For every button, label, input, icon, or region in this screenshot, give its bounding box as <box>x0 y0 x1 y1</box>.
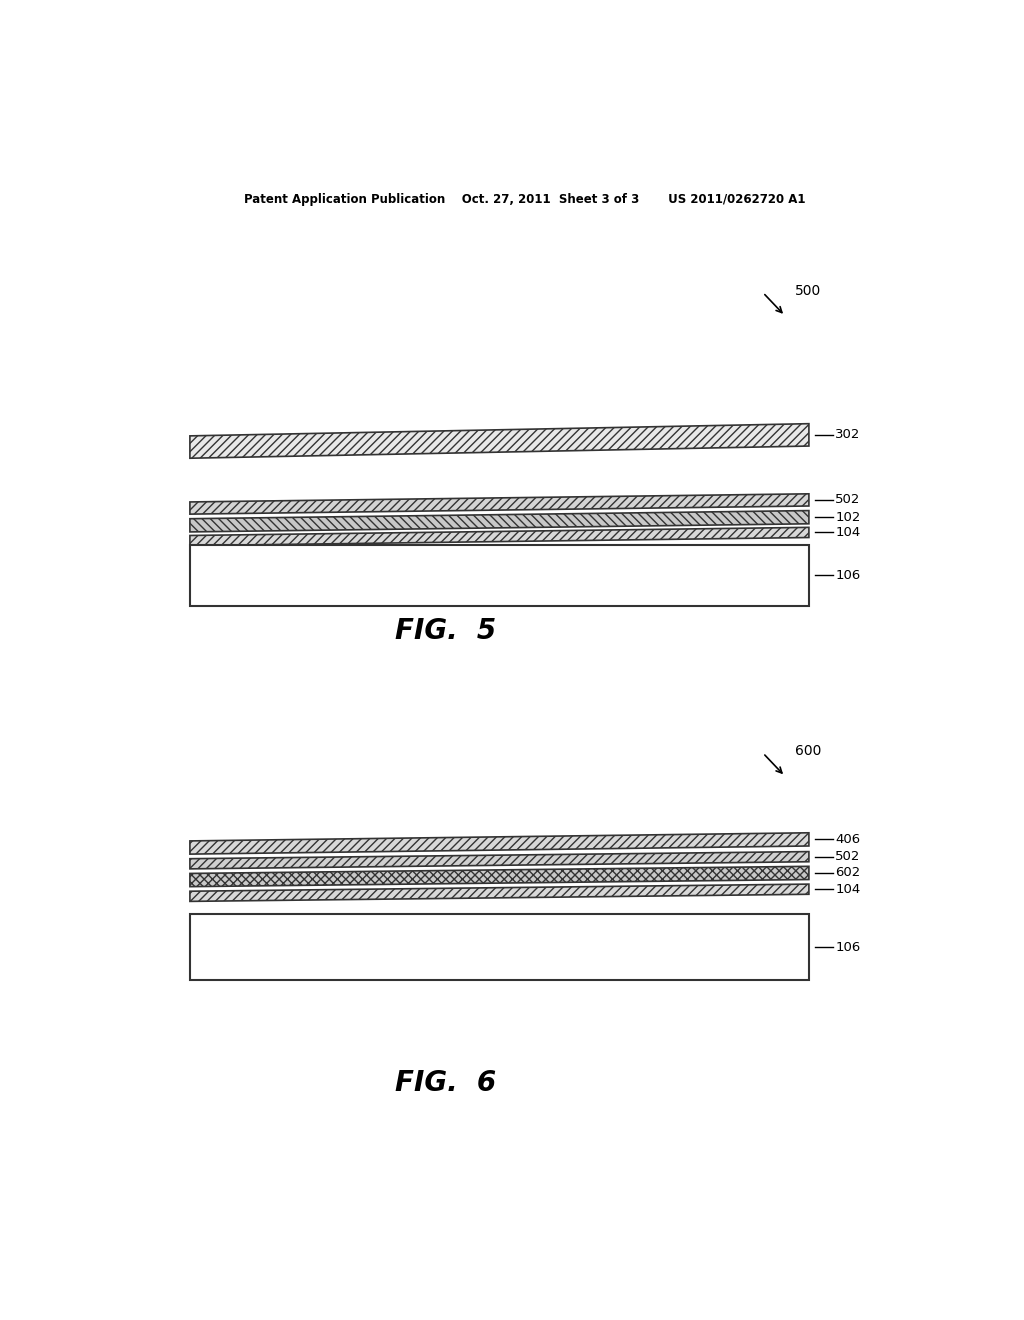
Text: 602: 602 <box>836 866 860 879</box>
Polygon shape <box>189 528 809 545</box>
Text: 502: 502 <box>836 850 860 863</box>
Text: 104: 104 <box>836 525 860 539</box>
Polygon shape <box>189 851 809 869</box>
Text: 406: 406 <box>836 833 860 846</box>
Polygon shape <box>189 424 809 458</box>
Text: 102: 102 <box>836 511 860 524</box>
Text: 104: 104 <box>836 883 860 896</box>
Text: 302: 302 <box>836 429 860 441</box>
Polygon shape <box>189 494 809 515</box>
Text: FIG.  5: FIG. 5 <box>395 616 496 645</box>
Bar <box>189 545 809 606</box>
Text: 106: 106 <box>836 941 860 953</box>
Text: Patent Application Publication    Oct. 27, 2011  Sheet 3 of 3       US 2011/0262: Patent Application Publication Oct. 27, … <box>244 193 806 206</box>
Polygon shape <box>189 511 809 532</box>
Polygon shape <box>189 833 809 854</box>
Bar <box>189 913 809 981</box>
Text: FIG.  6: FIG. 6 <box>395 1069 496 1097</box>
Text: 500: 500 <box>795 284 821 297</box>
Polygon shape <box>189 884 809 902</box>
Text: 106: 106 <box>836 569 860 582</box>
Text: 600: 600 <box>795 744 821 758</box>
Polygon shape <box>189 866 809 887</box>
Text: 502: 502 <box>836 494 860 507</box>
